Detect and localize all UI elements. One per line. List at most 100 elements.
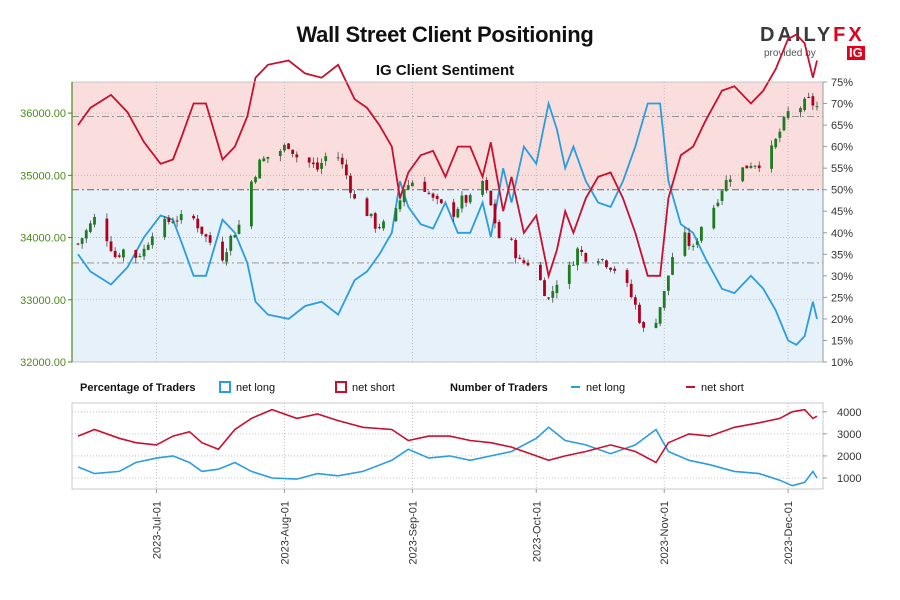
price-axis: 32000.00 33000.00 34000.00 35000.00 36000.00 [20,82,73,369]
candle-body [671,257,674,275]
candle-body [221,241,224,261]
date-tick-label: 2023-Sep-01 [407,501,419,565]
candle-body [349,175,352,193]
candle-body [712,207,716,229]
candle-body [394,208,398,222]
candle-body [146,244,150,250]
price-tick-label: 35000.00 [20,170,66,182]
price-tick-label: 34000.00 [20,233,66,245]
candle-body [427,192,431,194]
candle-body [175,220,179,222]
candle-body [249,181,253,227]
candle-body [770,145,773,169]
candle-body [749,165,753,169]
candle-body [233,235,237,238]
legend-pct-short-label: net short [352,382,395,394]
date-tick-label: 2023-Aug-01 [279,501,291,565]
legend-pct-short-swatch [335,381,347,393]
candle-body [398,200,402,210]
percentage-tick-label: 55% [831,163,853,175]
ig-logo-badge: IG [847,45,865,60]
percentage-tick-label: 35% [831,249,853,261]
candle-body [741,167,745,182]
candle-body [572,264,575,266]
candle-body [543,280,546,297]
candle-body [353,194,357,199]
candle-body [435,195,439,200]
candle-body [76,243,80,245]
candle-body [150,236,154,246]
candle-body [406,185,410,190]
legend-pct-long-label: net long [236,382,275,394]
candle-body [485,180,489,191]
date-tick-label: 2023-Jul-01 [151,501,163,559]
candle-body [324,156,328,162]
candle-body [229,235,233,251]
date-tick-label: 2023-Dec-01 [783,501,795,565]
candle-body [786,111,790,118]
pct-net-long-line [77,99,818,346]
candle-body [134,250,138,258]
candle-body [662,291,666,308]
candle-body [336,157,340,159]
percentage-tick-label: 75% [831,77,853,89]
candle-body [658,307,662,324]
candle-body [576,248,579,266]
chart-subtitle: IG Client Sentiment [375,62,515,79]
candle-body [200,226,204,234]
price-sentiment-panel: 32000.00 33000.00 34000.00 35000.00 36000.00… [20,33,853,369]
candle-body [179,214,183,221]
legend-pct-long-swatch [219,381,231,393]
price-tick-label: 32000.00 [20,357,66,369]
candle-body [266,156,270,159]
candle-body [481,180,484,195]
candle-body [555,284,559,294]
candle-body [344,164,348,176]
candle-body [464,195,468,203]
bottom-gridlines [72,403,823,489]
percentage-tick-label: 40% [831,228,853,240]
price-tick-label: 36000.00 [20,108,66,120]
candle-body [642,322,646,328]
candle-body [538,264,542,281]
candle-body [258,159,262,179]
candle-body [295,154,299,158]
candle-body [316,162,319,170]
candle-body [666,275,670,291]
candle-body [815,106,819,108]
candle-body [171,221,175,224]
candle-body [291,149,295,154]
candle-body [782,117,786,131]
candle-body [456,208,460,218]
price-candles [76,92,819,332]
candle-body [613,268,617,271]
legend-number-heading: Number of Traders [450,382,548,394]
candle-body [638,304,641,323]
candle-body [208,235,212,243]
candle-body [431,193,435,198]
candle-body [468,195,472,203]
candle-body [547,297,551,299]
percentage-tick-label: 70% [831,99,853,111]
candle-body [700,226,703,241]
candle-body [113,250,117,258]
candle-body [452,202,456,217]
candle-body [423,181,427,192]
chart-title: Wall Street Client Positioning [296,22,594,47]
candle-body [262,158,266,162]
candle-body [596,261,600,263]
percentage-tick-label: 15% [831,335,853,347]
date-tick-label: 2023-Oct-01 [531,501,543,562]
candle-body [402,189,406,203]
candle-body [88,223,92,232]
candle-body [584,252,588,262]
candle-body [774,138,778,148]
number-tick-label: 4000 [837,407,861,419]
candle-body [373,213,377,229]
candle-body [799,108,802,113]
candle-body [605,260,608,268]
legend-num-long-label: net long [586,382,625,394]
candle-body [811,96,815,106]
candle-body [716,202,720,207]
candle-body [567,264,571,284]
